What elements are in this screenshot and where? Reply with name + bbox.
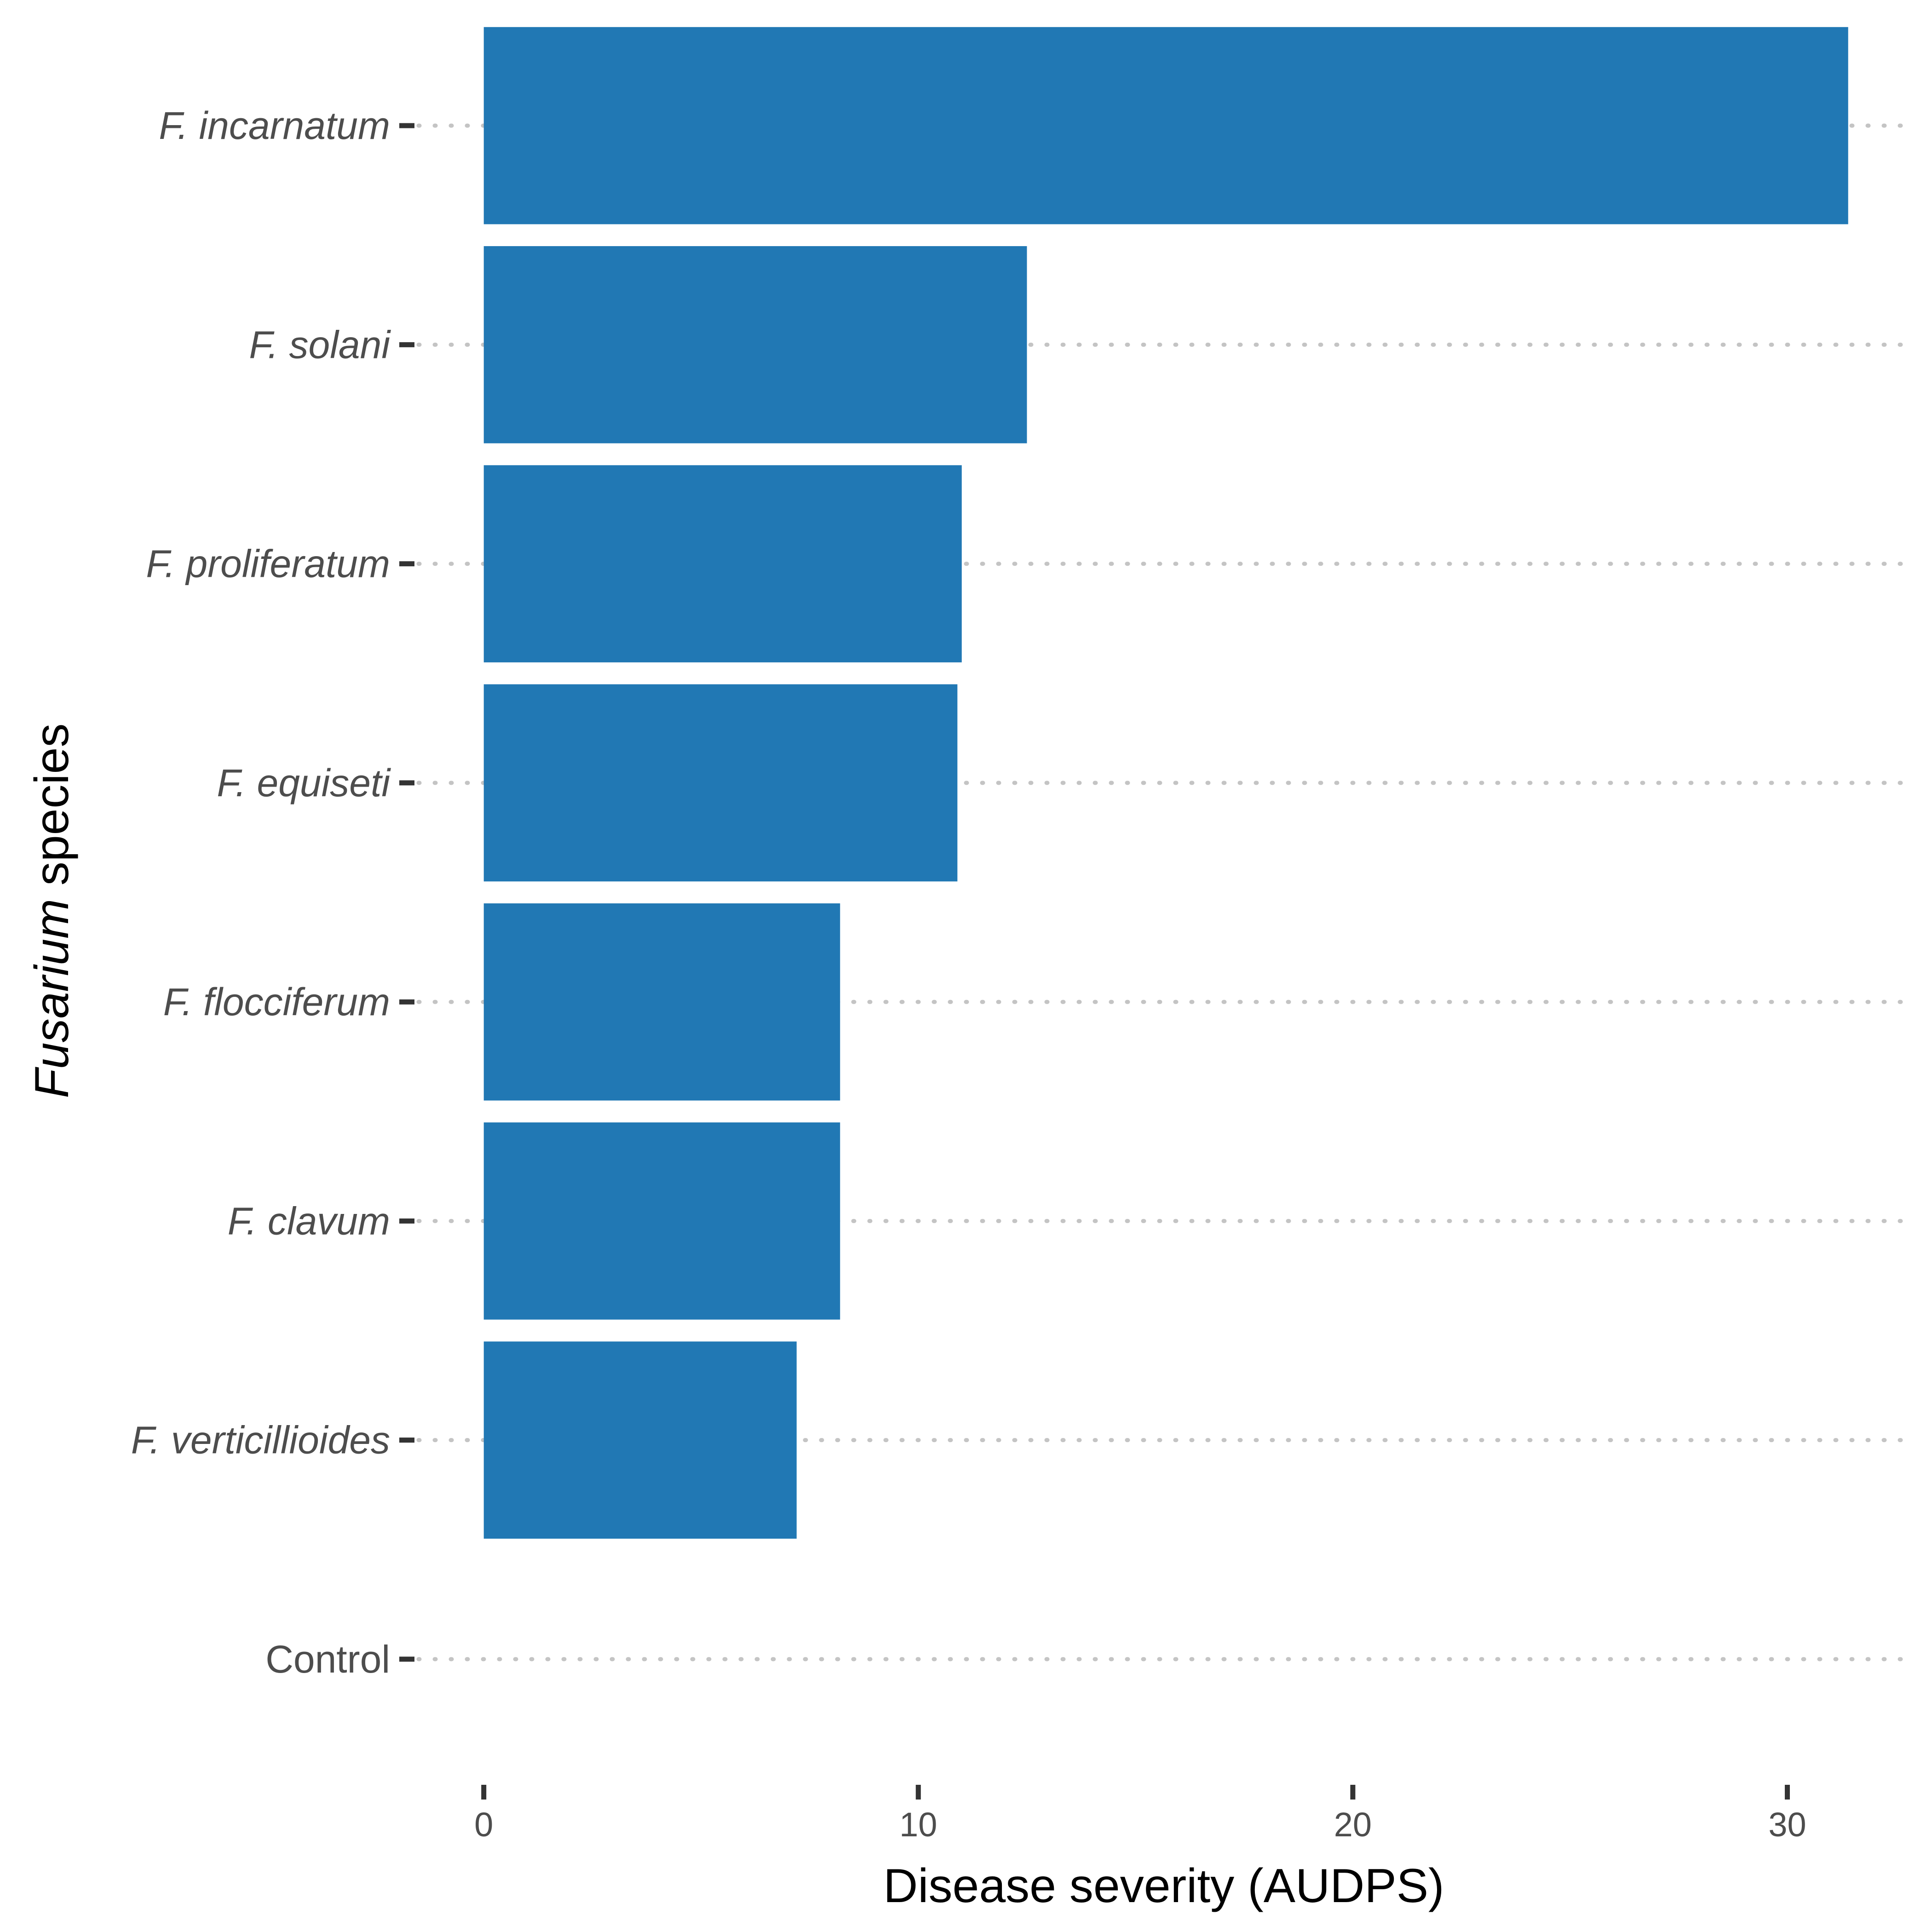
x-axis-ticks: 0 10 20 30: [474, 1785, 1806, 1844]
x-tick-label-10: 10: [899, 1806, 937, 1844]
bar-f-clavum: [483, 1122, 840, 1320]
y-tick-label-f-verticillioides: F. verticillioides: [131, 1419, 390, 1462]
y-tick-label-f-proliferatum: F. proliferatum: [146, 542, 390, 586]
bars: [483, 27, 1848, 1539]
y-tick-label-f-equiseti: F. equiseti: [217, 761, 391, 805]
x-tick-label-30: 30: [1768, 1806, 1806, 1844]
x-tick-label-0: 0: [474, 1806, 493, 1844]
bar-f-flocciferum: [483, 903, 840, 1101]
bar-f-verticillioides: [483, 1341, 797, 1539]
x-tick-label-20: 20: [1334, 1806, 1372, 1844]
y-axis-title: Fusarium species: [25, 724, 79, 1098]
bar-f-proliferatum: [483, 465, 962, 662]
y-tick-label-f-flocciferum: F. flocciferum: [163, 980, 390, 1024]
bar-f-solani: [483, 246, 1027, 443]
bar-f-equiseti: [483, 684, 958, 882]
y-axis-title-italic: Fusarium: [25, 899, 79, 1098]
x-axis-title: Disease severity (AUDPS): [883, 1859, 1444, 1913]
y-tick-label-f-solani: F. solani: [249, 323, 391, 366]
y-axis-title-rest: species: [25, 724, 79, 899]
bar-f-incarnatum: [483, 27, 1848, 224]
y-tick-label-f-clavum: F. clavum: [228, 1199, 390, 1242]
y-tick-label-f-incarnatum: F. incarnatum: [159, 104, 390, 147]
y-axis-ticks: F. incarnatum F. solani F. proliferatum F. …: [131, 104, 414, 1681]
y-tick-label-control: Control: [265, 1638, 390, 1681]
